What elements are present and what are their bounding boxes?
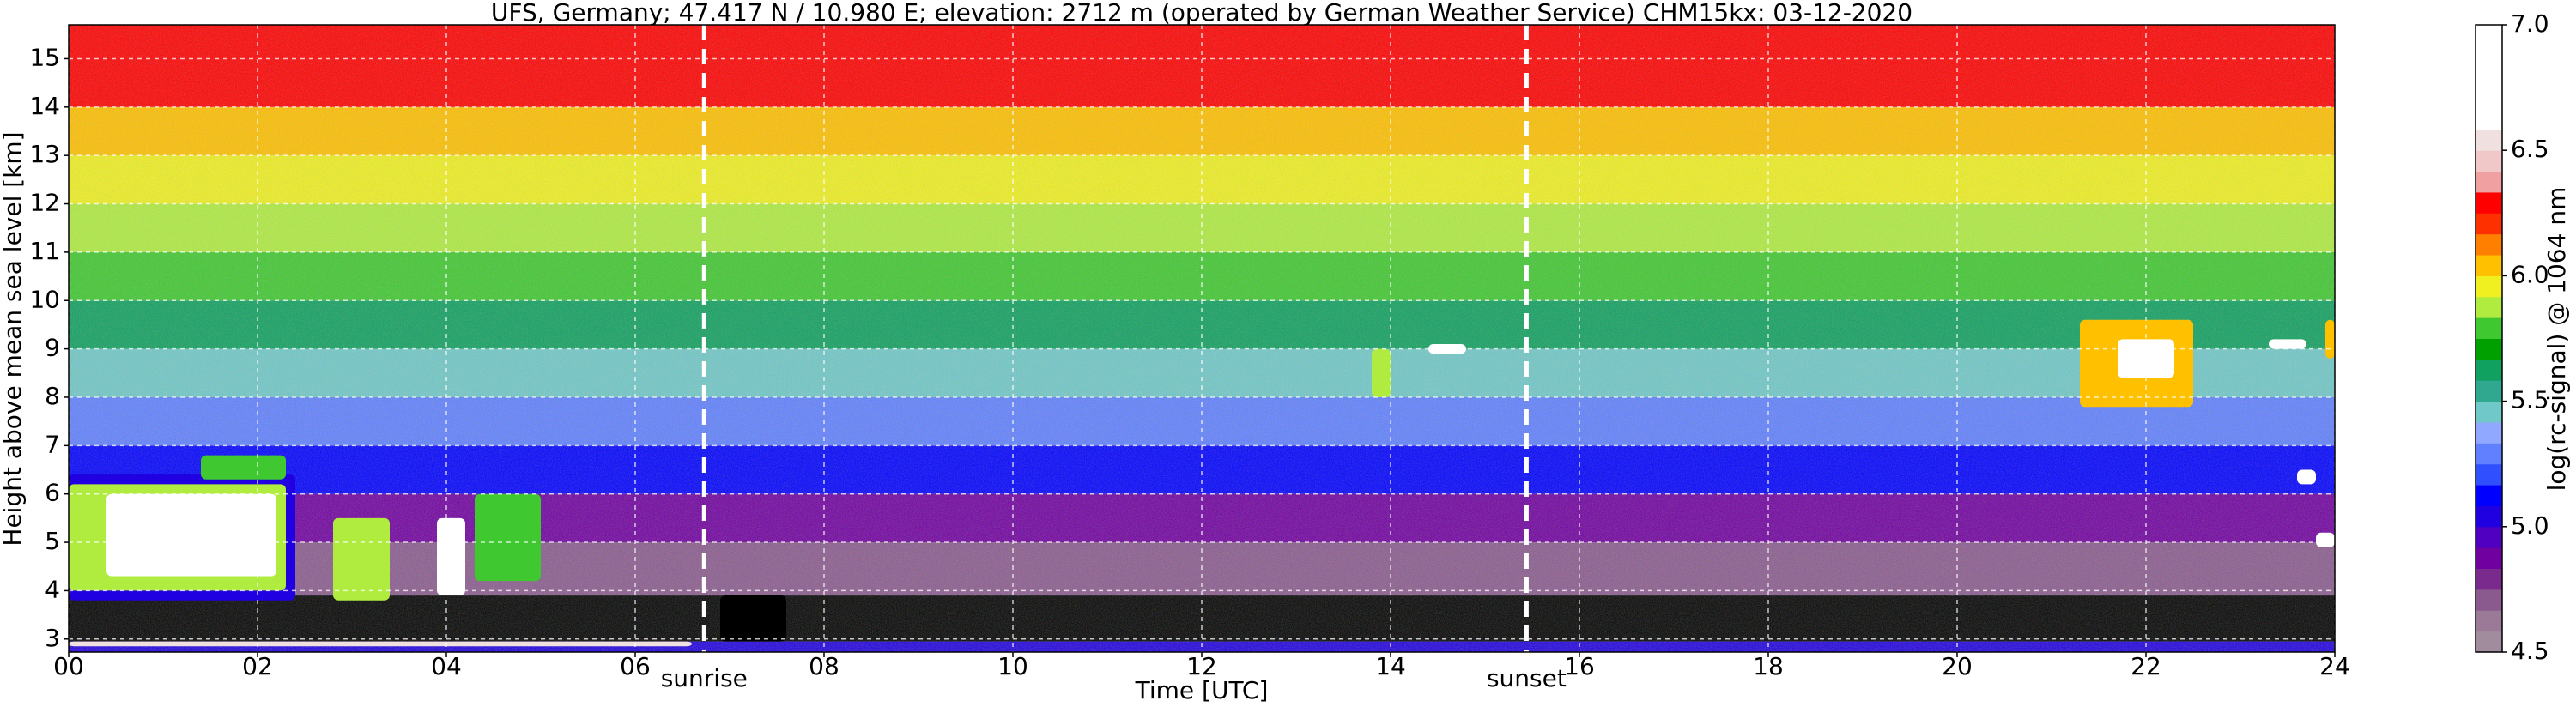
heatmap-patch	[106, 493, 276, 577]
colorbar-swatch	[2476, 631, 2502, 653]
y-tick-label: 3	[45, 624, 60, 652]
heatmap-patch	[2325, 319, 2335, 359]
colorbar-swatch	[2476, 88, 2502, 109]
colorbar-swatch	[2476, 171, 2502, 193]
colorbar-swatch	[2476, 275, 2502, 298]
heatmap-patch	[475, 493, 541, 582]
heatmap-patch	[69, 641, 692, 647]
colorbar-swatch	[2476, 191, 2502, 214]
colorbar-label: log(rc-signal) @ 1064 nm	[2543, 187, 2571, 492]
colorbar-tick-label: 5.0	[2511, 511, 2549, 540]
y-tick-label: 12	[29, 189, 60, 217]
colorbar-swatch	[2476, 463, 2502, 486]
x-tick-label: 12	[1186, 652, 1217, 680]
colorbar-swatch	[2476, 213, 2502, 235]
colorbar-swatch	[2476, 255, 2502, 276]
x-tick-label: 00	[53, 652, 84, 680]
colorbar-swatch	[2476, 568, 2502, 590]
marker-label: sunrise	[661, 664, 748, 692]
y-axis-label: Height above mean sea level [km]	[0, 131, 27, 546]
colorbar-tick-label: 6.0	[2511, 260, 2549, 288]
heatmap-patch	[2269, 339, 2306, 349]
colorbar-swatch	[2476, 129, 2502, 151]
heatmap-patch	[720, 595, 786, 642]
plot-frame	[68, 24, 2336, 653]
x-tick-label: 14	[1375, 652, 1406, 680]
colorbar-swatch	[2476, 359, 2502, 381]
colorbar-swatch	[2476, 505, 2502, 528]
colorbar-swatch	[2476, 610, 2502, 632]
heatmap-patch	[1372, 348, 1391, 397]
x-tick-label: 06	[620, 652, 651, 680]
x-tick-label: 18	[1753, 652, 1784, 680]
x-tick-label: 08	[809, 652, 839, 680]
y-tick-label: 11	[29, 237, 60, 265]
heatmap-patch	[437, 517, 465, 596]
x-tick-label: 04	[431, 652, 462, 680]
colorbar-swatch	[2476, 380, 2502, 402]
colorbar-swatch	[2476, 401, 2502, 423]
colorbar-swatch	[2476, 589, 2502, 611]
y-tick-label: 15	[29, 43, 60, 71]
y-tick-label: 9	[45, 334, 60, 362]
y-tick-label: 14	[29, 92, 60, 120]
x-tick-label: 24	[2319, 652, 2350, 680]
colorbar-swatch	[2476, 485, 2502, 506]
colorbar-tick-label: 6.5	[2511, 135, 2549, 163]
colorbar-tick-label: 4.5	[2511, 637, 2549, 665]
heatmap-patch	[1428, 343, 1466, 354]
x-axis-label: Time [UTC]	[1135, 676, 1269, 704]
heatmap-patch	[2297, 469, 2316, 485]
marker-label: sunset	[1487, 664, 1567, 692]
colorbar-tick-label: 7.0	[2511, 9, 2549, 38]
heatmap-patch	[201, 455, 286, 480]
x-tick-label: 02	[242, 652, 273, 680]
y-tick-label: 6	[45, 479, 60, 507]
colorbar-swatch	[2476, 25, 2502, 46]
colorbar-swatch	[2476, 66, 2502, 88]
x-tick-label: 10	[997, 652, 1028, 680]
colorbar-swatch	[2476, 317, 2502, 339]
colorbar-swatch	[2476, 233, 2502, 256]
heatmap-patch	[333, 517, 390, 601]
x-tick-label: 22	[2131, 652, 2161, 680]
colorbar-frame	[2475, 24, 2503, 653]
chart-title: UFS, Germany; 47.417 N / 10.980 E; eleva…	[491, 0, 1912, 27]
heatmap-patch	[2316, 532, 2335, 547]
colorbar-swatch	[2476, 296, 2502, 318]
y-tick-label: 10	[29, 285, 60, 313]
colorbar-swatch	[2476, 150, 2502, 172]
colorbar-swatch	[2476, 108, 2502, 130]
y-tick-label: 8	[45, 382, 60, 410]
x-tick-label: 20	[1942, 652, 1973, 680]
colorbar-swatch	[2476, 443, 2502, 465]
y-tick-label: 13	[29, 140, 60, 168]
colorbar-swatch	[2476, 547, 2502, 570]
y-tick-label: 5	[45, 527, 60, 555]
foreground: 00 02 04 06 08 10 12 14 16 18 20 22 24 3 4 5 6 7 8 9 10 11 12 1…	[29, 9, 2549, 692]
x-tick-label: 16	[1564, 652, 1595, 680]
colorbar-swatch	[2476, 338, 2502, 360]
colorbar-swatch	[2476, 45, 2502, 68]
y-tick-label: 4	[45, 575, 60, 603]
colorbar-tick-label: 5.5	[2511, 386, 2549, 414]
colorbar-swatch	[2476, 421, 2502, 444]
y-tick-label: 7	[45, 430, 60, 458]
colorbar-swatch	[2476, 526, 2502, 548]
